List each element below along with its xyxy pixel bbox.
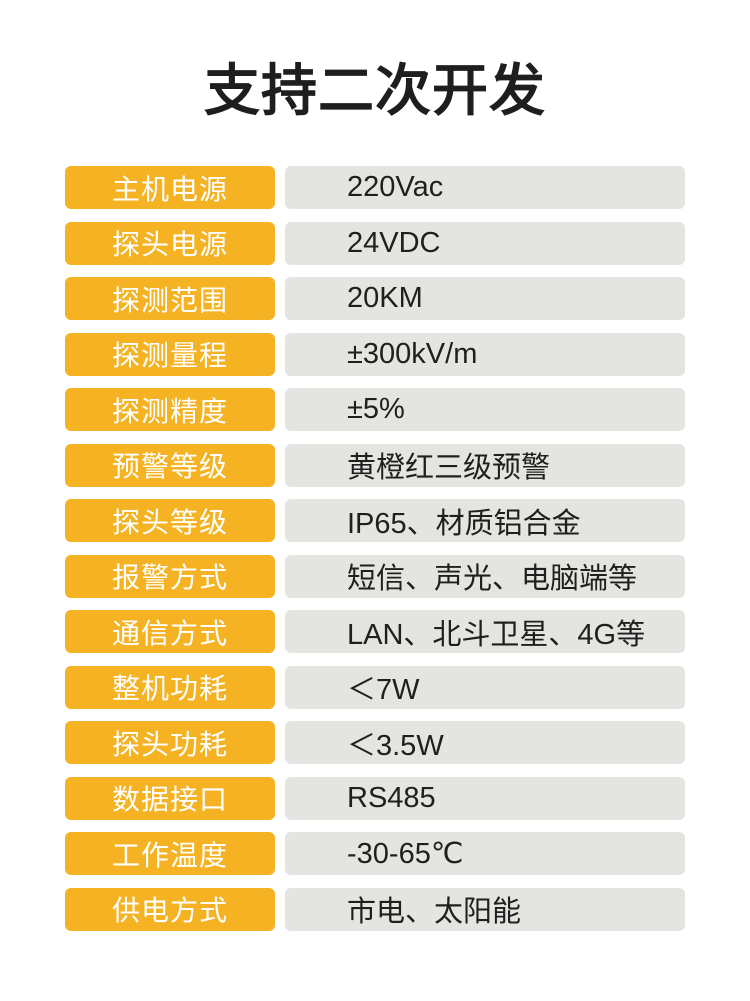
spec-label: 整机功耗	[65, 665, 275, 709]
spec-row: 主机电源 220Vac	[65, 166, 685, 209]
spec-label: 报警方式	[65, 554, 275, 598]
spec-label: 通信方式	[65, 610, 275, 653]
spec-value: -30-65℃	[285, 832, 685, 875]
spec-label: 探测范围	[65, 277, 275, 320]
page-title: 支持二次开发	[204, 59, 546, 122]
spec-row: 探测精度 ±5%	[65, 388, 685, 431]
spec-table: 主机电源 220Vac 探头电源 24VDC 探测范围 20KM 探测量程 ±3…	[65, 166, 685, 931]
spec-value: 市电、太阳能	[285, 887, 685, 931]
spec-row: 探测量程 ±300kV/m	[65, 332, 685, 376]
spec-row: 供电方式 市电、太阳能	[65, 887, 685, 931]
spec-row: 预警等级 黄橙红三级预警	[65, 443, 685, 487]
spec-row: 整机功耗 ＜7W	[65, 665, 685, 709]
spec-value: 短信、声光、电脑端等	[285, 554, 685, 598]
spec-value: 20KM	[285, 277, 685, 320]
spec-value: ＜7W	[285, 665, 685, 709]
spec-value: 24VDC	[285, 221, 685, 265]
spec-value: RS485	[285, 776, 685, 820]
spec-value: LAN、北斗卫星、4G等	[285, 610, 685, 653]
spec-row: 探头电源 24VDC	[65, 221, 685, 265]
spec-label: 探头功耗	[65, 721, 275, 764]
spec-value: 220Vac	[285, 166, 685, 209]
spec-row: 工作温度 -30-65℃	[65, 832, 685, 875]
spec-label: 数据接口	[65, 776, 275, 820]
spec-row: 探头功耗 ＜3.5W	[65, 721, 685, 764]
spec-value: ±300kV/m	[285, 332, 685, 376]
spec-row: 通信方式 LAN、北斗卫星、4G等	[65, 610, 685, 653]
spec-value: ＜3.5W	[285, 721, 685, 764]
spec-value: 黄橙红三级预警	[285, 443, 685, 487]
spec-row: 探头等级 IP65、材质铝合金	[65, 499, 685, 542]
spec-row: 数据接口 RS485	[65, 776, 685, 820]
spec-label: 工作温度	[65, 832, 275, 875]
spec-value: IP65、材质铝合金	[285, 499, 685, 542]
spec-label: 主机电源	[65, 166, 275, 209]
spec-row: 探测范围 20KM	[65, 277, 685, 320]
spec-value: ±5%	[285, 388, 685, 431]
spec-row: 报警方式 短信、声光、电脑端等	[65, 554, 685, 598]
spec-label: 探头电源	[65, 221, 275, 265]
spec-label: 探头等级	[65, 499, 275, 542]
spec-label: 预警等级	[65, 443, 275, 487]
spec-label: 探测量程	[65, 332, 275, 376]
spec-label: 探测精度	[65, 388, 275, 431]
spec-label: 供电方式	[65, 887, 275, 931]
